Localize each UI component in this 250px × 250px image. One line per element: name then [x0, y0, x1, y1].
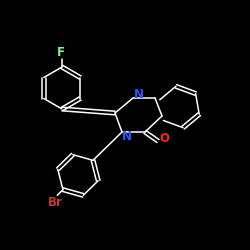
Text: F: F	[57, 46, 65, 59]
Text: N: N	[134, 88, 144, 102]
Text: N: N	[122, 130, 132, 142]
Text: O: O	[159, 132, 169, 144]
Text: Br: Br	[48, 196, 63, 209]
